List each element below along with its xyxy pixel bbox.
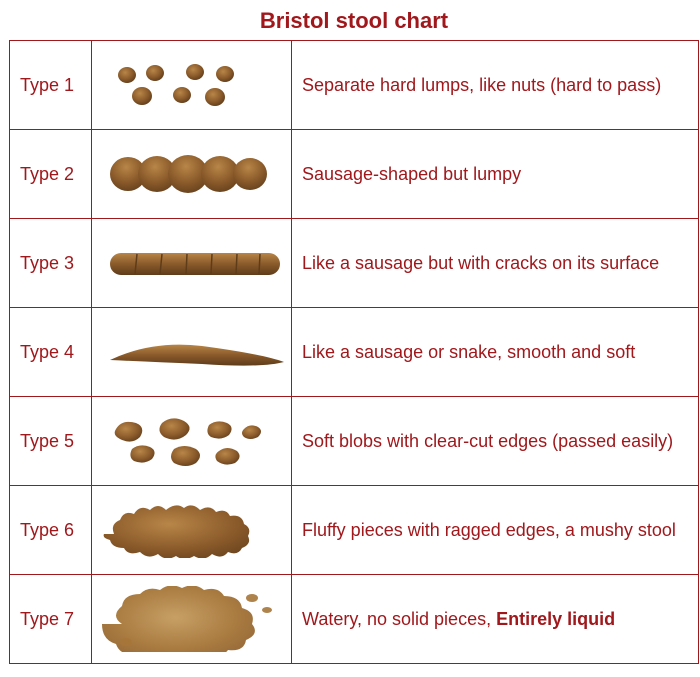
type-label: Type 7 (20, 609, 74, 629)
description: Soft blobs with clear-cut edges (passed … (302, 431, 673, 451)
bristol-table: Type 1 Separate hard lumps, li (9, 40, 699, 664)
stool-type1-icon (107, 59, 277, 111)
table-row: Type 1 Separate hard lumps, li (10, 41, 699, 130)
description: Separate hard lumps, like nuts (hard to … (302, 75, 661, 95)
description: Fluffy pieces with ragged edges, a mushy… (302, 520, 676, 540)
table-row: Type 7 Watery, no solid pieces, Entirely (10, 575, 699, 664)
type-label: Type 1 (20, 75, 74, 95)
stool-type5-icon (104, 413, 279, 469)
table-row: Type 5 Soft blobs with clear-c (10, 397, 699, 486)
table-row: Type 6 Fluffy pieces with ragged edges, … (10, 486, 699, 575)
stool-type4-icon (102, 332, 292, 372)
description: Like a sausage but with cracks on its su… (302, 253, 659, 273)
table-row: Type 2 Sausage-shaped but lumpy (10, 130, 699, 219)
description: Watery, no solid pieces, Entirely liquid (302, 609, 615, 629)
description: Like a sausage or snake, smooth and soft (302, 342, 635, 362)
description-bold: Entirely liquid (496, 609, 615, 629)
stool-type2-icon (102, 147, 282, 201)
stool-type6-icon (102, 502, 282, 558)
type-label: Type 3 (20, 253, 74, 273)
stool-type7-icon (102, 586, 287, 652)
type-label: Type 5 (20, 431, 74, 451)
type-label: Type 4 (20, 342, 74, 362)
chart-title: Bristol stool chart (4, 8, 700, 34)
table-row: Type 4 Like a sausage or snake, smooth a… (10, 308, 699, 397)
table-row: Type 3 Like a sausage but with (10, 219, 699, 308)
type-label: Type 2 (20, 164, 74, 184)
type-label: Type 6 (20, 520, 74, 540)
description: Sausage-shaped but lumpy (302, 164, 521, 184)
stool-type3-icon (102, 243, 287, 283)
description-text: Watery, no solid pieces, (302, 609, 496, 629)
